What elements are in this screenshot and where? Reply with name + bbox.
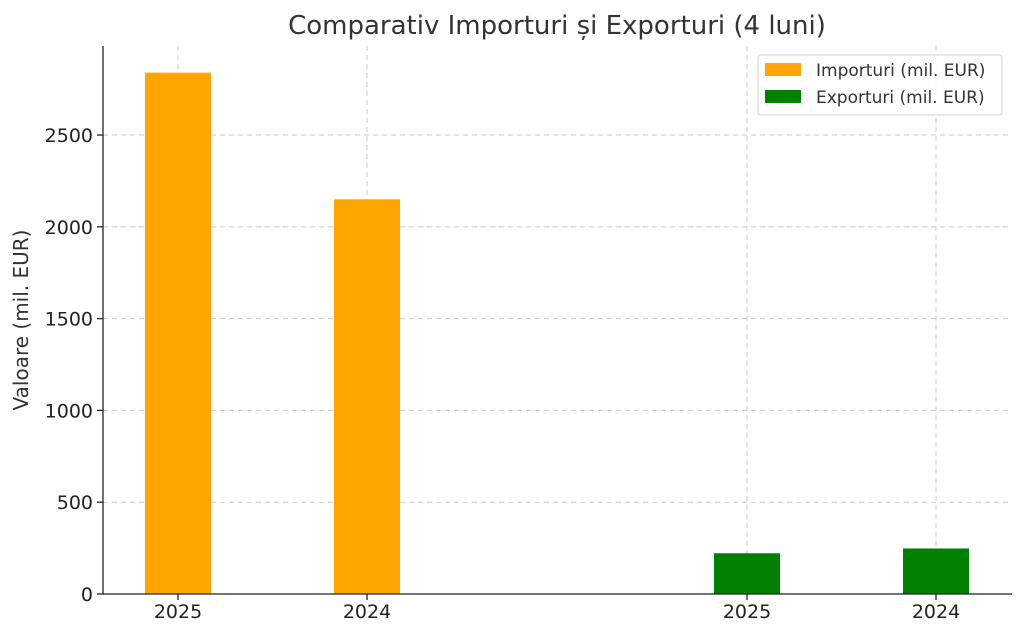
y-tick-label: 0 (81, 584, 93, 606)
x-tick-label: 2024 (343, 601, 391, 623)
x-ticks: 2025 2024 2025 2024 (154, 594, 960, 623)
grid-x (177, 46, 937, 594)
y-tick-label: 1500 (45, 309, 93, 331)
grid-y (103, 134, 1012, 503)
bar-importuri-2025 (145, 72, 211, 595)
legend-label-exporturi: Exporturi (mil. EUR) (816, 88, 985, 108)
legend-swatch-importuri (765, 63, 801, 76)
y-axis-label: Valoare (mil. EUR) (9, 230, 33, 411)
y-tick-label: 2000 (45, 217, 93, 239)
x-tick-label: 2025 (723, 601, 771, 623)
bar-exporturi-2024 (903, 548, 969, 594)
legend-label-importuri: Importuri (mil. EUR) (816, 61, 985, 81)
bar-exporturi-2025 (714, 553, 780, 594)
x-tick-label: 2024 (912, 601, 960, 623)
legend: Importuri (mil. EUR) Exporturi (mil. EUR… (757, 54, 1003, 116)
legend-swatch-exporturi (765, 90, 801, 103)
chart-title: Comparativ Importuri și Exporturi (4 lun… (288, 11, 826, 41)
bars (145, 72, 969, 595)
y-tick-label: 2500 (45, 125, 93, 147)
legend-frame (757, 54, 1003, 116)
bar-importuri-2024 (334, 199, 400, 594)
y-ticks: 0 500 1000 1500 2000 2500 (45, 125, 103, 606)
x-tick-label: 2025 (154, 601, 202, 623)
y-tick-label: 1000 (45, 400, 93, 422)
y-tick-label: 500 (57, 492, 93, 514)
